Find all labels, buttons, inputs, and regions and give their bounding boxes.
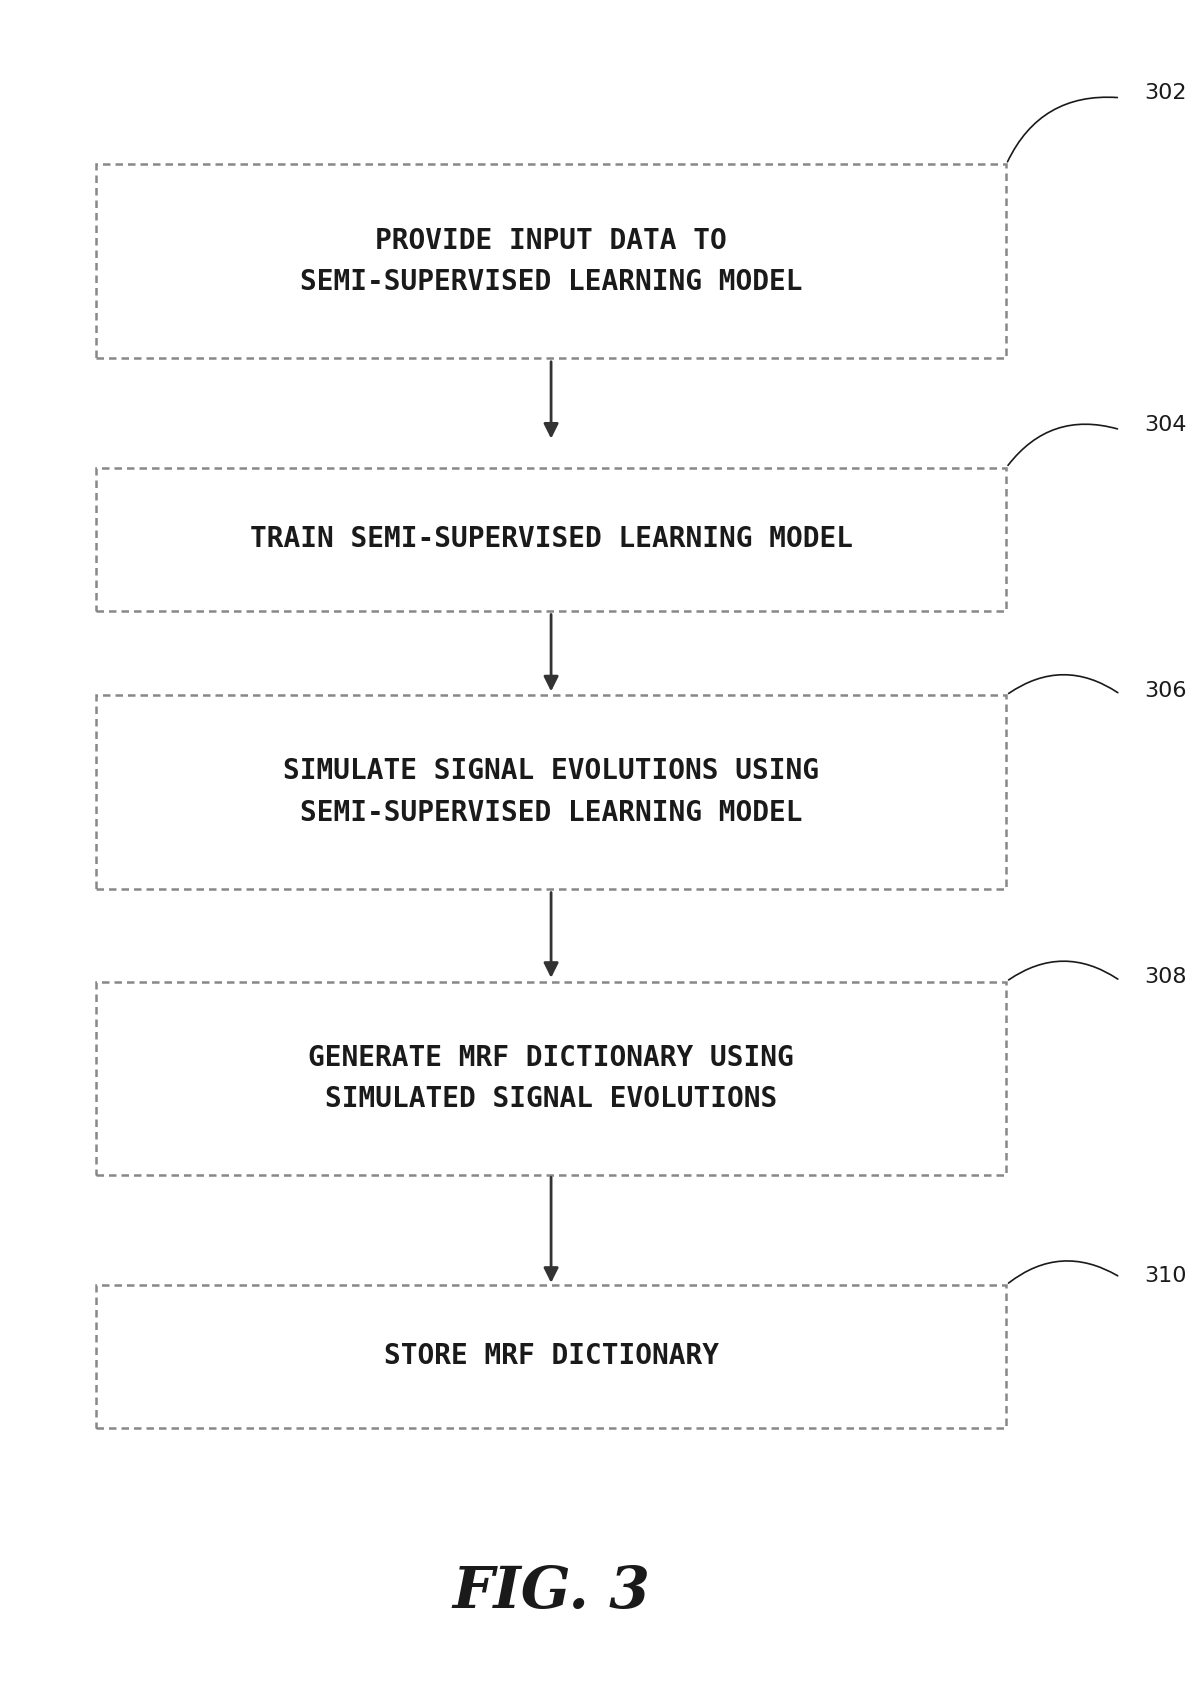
Bar bbox=[96, 981, 1006, 1176]
Text: 310: 310 bbox=[1144, 1265, 1186, 1286]
Text: TRAIN SEMI-SUPERVISED LEARNING MODEL: TRAIN SEMI-SUPERVISED LEARNING MODEL bbox=[249, 526, 853, 553]
Text: GENERATE MRF DICTIONARY USING
SIMULATED SIGNAL EVOLUTIONS: GENERATE MRF DICTIONARY USING SIMULATED … bbox=[308, 1043, 794, 1114]
Text: 306: 306 bbox=[1144, 681, 1186, 701]
Text: STORE MRF DICTIONARY: STORE MRF DICTIONARY bbox=[383, 1343, 719, 1370]
Text: SIMULATE SIGNAL EVOLUTIONS USING
SEMI-SUPERVISED LEARNING MODEL: SIMULATE SIGNAL EVOLUTIONS USING SEMI-SU… bbox=[283, 757, 819, 827]
Text: 308: 308 bbox=[1144, 967, 1186, 987]
Text: 304: 304 bbox=[1144, 415, 1186, 435]
Text: PROVIDE INPUT DATA TO
SEMI-SUPERVISED LEARNING MODEL: PROVIDE INPUT DATA TO SEMI-SUPERVISED LE… bbox=[300, 226, 803, 297]
Text: 302: 302 bbox=[1144, 83, 1186, 103]
Bar bbox=[96, 165, 1006, 359]
Text: FIG. 3: FIG. 3 bbox=[452, 1564, 651, 1621]
Bar bbox=[96, 468, 1006, 612]
Bar bbox=[96, 1286, 1006, 1429]
Bar bbox=[96, 696, 1006, 890]
